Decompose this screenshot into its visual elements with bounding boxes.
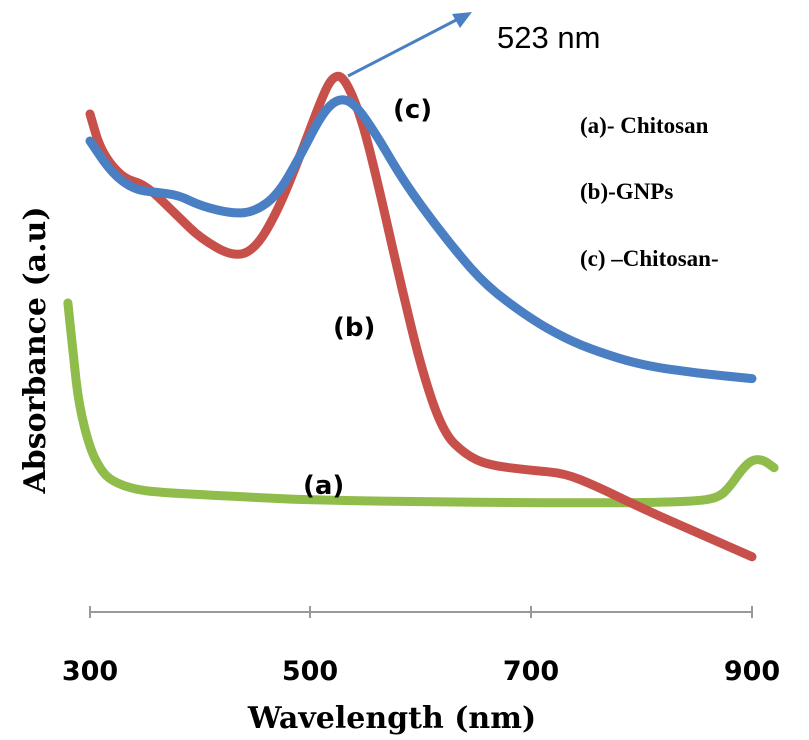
legend-entry-b: (b)-GNPs bbox=[580, 179, 673, 204]
curve-label-b: (b) bbox=[333, 313, 375, 343]
x-tick-label-300: 300 bbox=[62, 656, 118, 687]
y-axis-title: Absorbance (a.u) bbox=[18, 206, 53, 494]
series-c-line bbox=[85, 95, 757, 384]
legend-entry-a: (a)- Chitosan bbox=[580, 113, 709, 138]
x-tick-label-900: 900 bbox=[724, 656, 780, 687]
legend-entry-c: (c) –Chitosan- bbox=[580, 246, 719, 271]
peak-label: 523 nm bbox=[497, 20, 600, 55]
series-a-line bbox=[63, 298, 779, 508]
legend: (a)- Chitosan (b)-GNPs (c) –Chitosan- bbox=[580, 113, 719, 271]
series-group bbox=[63, 71, 779, 562]
curve-label-c: (c) bbox=[393, 95, 432, 125]
series-b-line bbox=[85, 71, 757, 562]
x-axis-title: Wavelength (nm) bbox=[247, 701, 536, 736]
x-tick-label-500: 500 bbox=[282, 656, 338, 687]
peak-annotation: 523 nm bbox=[347, 12, 600, 78]
curve-label-a: (a) bbox=[303, 471, 344, 501]
peak-arrow-line bbox=[347, 16, 461, 78]
x-tick-label-700: 700 bbox=[503, 656, 559, 687]
peak-arrow-head bbox=[452, 12, 472, 28]
